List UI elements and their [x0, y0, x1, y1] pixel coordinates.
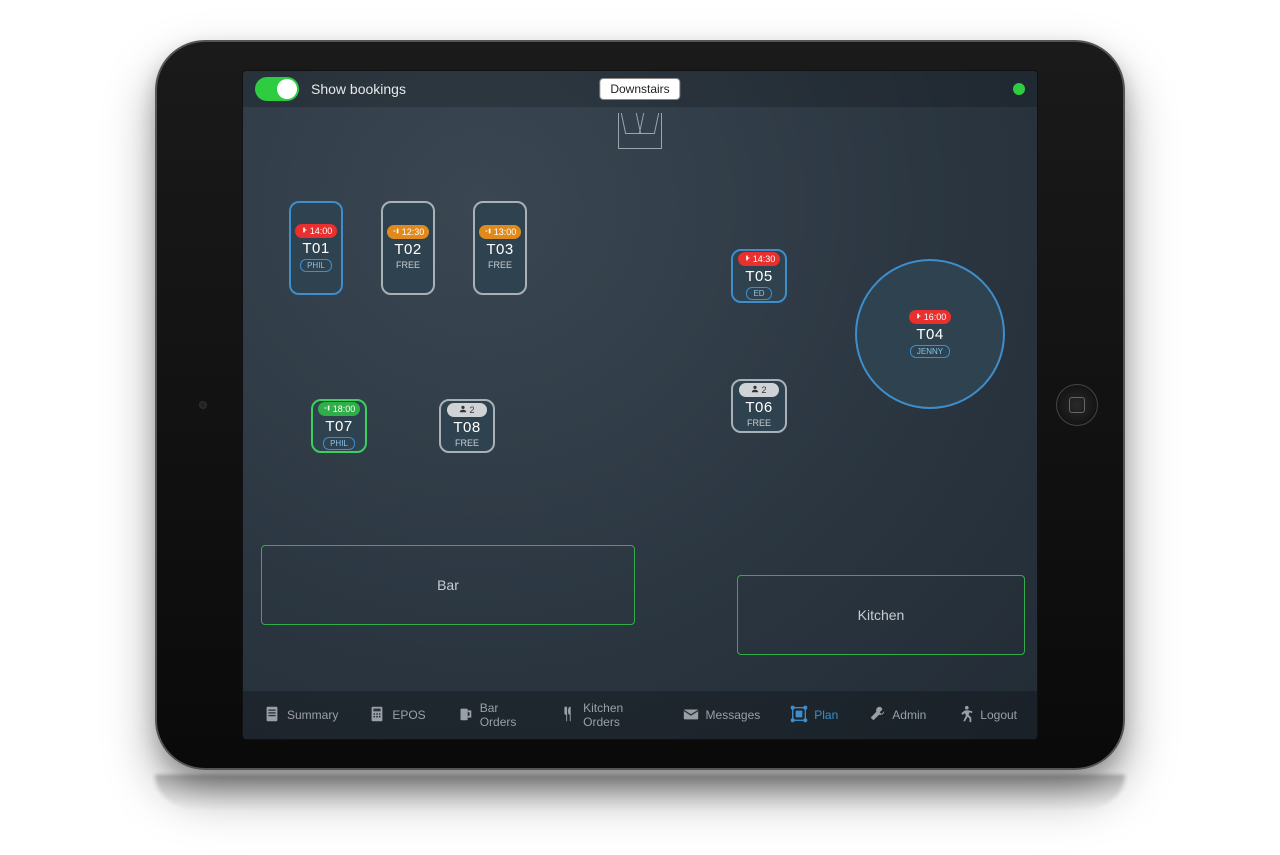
zone-label: Bar	[437, 577, 459, 593]
badge-time: 12:30	[402, 227, 425, 237]
connection-status-indicator	[1013, 83, 1025, 95]
table-t06[interactable]: 2 T06 FREE	[731, 379, 787, 433]
zone-kitchen[interactable]: Kitchen	[737, 575, 1025, 655]
table-t03[interactable]: 13:00 T03 FREE	[473, 201, 527, 295]
table-assignee: FREE	[747, 418, 771, 429]
zone-label: Kitchen	[858, 607, 905, 623]
topbar: Show bookings Downstairs	[243, 71, 1037, 107]
table-assignee: PHIL	[323, 437, 355, 450]
table-name: T04	[916, 326, 943, 343]
table-name: T07	[325, 418, 352, 435]
badge-icon	[751, 385, 759, 395]
clipboard-icon	[263, 705, 281, 726]
nav-label: Kitchen Orders	[583, 701, 651, 729]
badge-time: 2	[761, 385, 766, 395]
tablet-frame: Show bookings Downstairs 14:00 T01 PHIL …	[155, 40, 1125, 770]
mail-icon	[682, 705, 700, 726]
table-assignee: PHIL	[300, 259, 332, 272]
show-bookings-toggle[interactable]	[255, 77, 299, 101]
table-name: T05	[745, 268, 772, 285]
table-badge: 14:30	[738, 252, 781, 266]
nav-label: EPOS	[392, 708, 425, 722]
nav-logout[interactable]: Logout	[956, 705, 1017, 726]
badge-time: 14:30	[753, 254, 776, 264]
table-badge: 12:30	[387, 225, 430, 239]
nav-kitchen[interactable]: Kitchen Orders	[559, 701, 651, 729]
table-assignee: FREE	[396, 260, 420, 271]
run-icon	[956, 705, 974, 726]
beer-icon	[456, 705, 474, 726]
badge-icon	[743, 254, 751, 264]
table-name: T08	[453, 419, 480, 436]
app-screen: Show bookings Downstairs 14:00 T01 PHIL …	[242, 70, 1038, 740]
nav-messages[interactable]: Messages	[682, 705, 761, 726]
door-icon	[618, 113, 662, 149]
nav-bar[interactable]: Bar Orders	[456, 701, 529, 729]
badge-time: 18:00	[333, 404, 356, 414]
floor-plan-canvas: 14:00 T01 PHIL 12:30 T02 FREE 13:00 T03 …	[243, 107, 1037, 691]
table-name: T06	[745, 399, 772, 416]
nav-label: Bar Orders	[480, 701, 529, 729]
table-name: T03	[486, 241, 513, 258]
badge-time: 16:00	[924, 312, 947, 322]
table-badge: 2	[447, 403, 487, 417]
nav-label: Messages	[706, 708, 761, 722]
badge-time: 2	[469, 405, 474, 415]
table-badge: 2	[739, 383, 779, 397]
table-badge: 14:00	[295, 224, 338, 238]
badge-icon	[300, 226, 308, 236]
table-assignee: ED	[746, 287, 771, 300]
wrench-icon	[868, 705, 886, 726]
plan-icon	[790, 705, 808, 726]
badge-icon	[392, 227, 400, 237]
nav-label: Logout	[980, 708, 1017, 722]
badge-icon	[914, 312, 922, 322]
floor-selector[interactable]: Downstairs	[599, 78, 680, 100]
table-assignee: FREE	[455, 438, 479, 449]
nav-admin[interactable]: Admin	[868, 705, 926, 726]
badge-icon	[323, 404, 331, 414]
tablet-reflection	[155, 775, 1125, 811]
tablet-home-button[interactable]	[1056, 384, 1098, 426]
calculator-icon	[368, 705, 386, 726]
show-bookings-label: Show bookings	[311, 81, 406, 97]
nav-label: Plan	[814, 708, 838, 722]
zone-bar[interactable]: Bar	[261, 545, 635, 625]
table-badge: 13:00	[479, 225, 522, 239]
nav-epos[interactable]: EPOS	[368, 705, 425, 726]
table-t05[interactable]: 14:30 T05 ED	[731, 249, 787, 303]
nav-summary[interactable]: Summary	[263, 705, 338, 726]
table-t01[interactable]: 14:00 T01 PHIL	[289, 201, 343, 295]
table-t04[interactable]: 16:00 T04 JENNY	[855, 259, 1005, 409]
table-t08[interactable]: 2 T08 FREE	[439, 399, 495, 453]
table-name: T02	[394, 241, 421, 258]
table-t02[interactable]: 12:30 T02 FREE	[381, 201, 435, 295]
badge-icon	[484, 227, 492, 237]
table-badge: 16:00	[909, 310, 952, 324]
bottom-nav: Summary EPOS Bar Orders Kitchen Orders M…	[243, 691, 1037, 739]
nav-label: Admin	[892, 708, 926, 722]
badge-time: 14:00	[310, 226, 333, 236]
badge-icon	[459, 405, 467, 415]
table-assignee: JENNY	[910, 345, 950, 358]
table-name: T01	[302, 240, 329, 257]
floor-selector-label: Downstairs	[610, 82, 669, 96]
table-badge: 18:00	[318, 402, 361, 416]
cutlery-icon	[559, 705, 577, 726]
table-assignee: FREE	[488, 260, 512, 271]
table-t07[interactable]: 18:00 T07 PHIL	[311, 399, 367, 453]
nav-label: Summary	[287, 708, 338, 722]
nav-plan[interactable]: Plan	[790, 705, 838, 726]
badge-time: 13:00	[494, 227, 517, 237]
